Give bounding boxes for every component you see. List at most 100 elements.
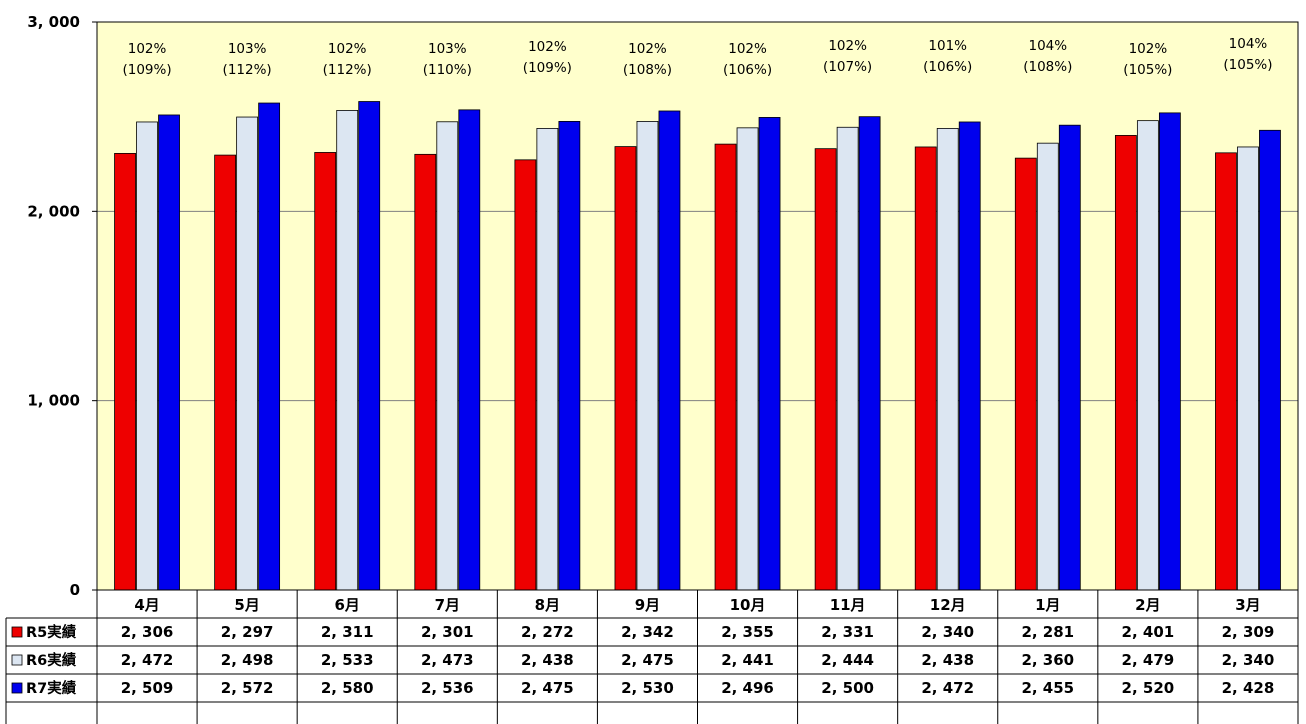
y-tick-label: 1, 000: [27, 392, 80, 410]
data-label: 2, 496: [721, 679, 774, 697]
annotation-ratio: 103%: [228, 41, 267, 57]
bar: [1136, 120, 1159, 591]
data-label: 2, 340: [1222, 651, 1275, 669]
data-label: 2, 536: [421, 679, 474, 697]
x-tick-label: 12月: [930, 596, 966, 614]
legend-label: R7実績: [26, 679, 77, 697]
annotation-ratio-prev: (108%): [623, 62, 672, 78]
data-label: 2, 520: [1122, 679, 1175, 697]
x-tick-label: 3月: [1235, 596, 1260, 614]
data-label: 2, 401: [1122, 623, 1175, 641]
annotation-ratio-prev: (105%): [1123, 62, 1172, 78]
y-tick-label: 3, 000: [27, 13, 80, 31]
bar: [858, 116, 881, 591]
data-label: 2, 355: [721, 623, 774, 641]
y-tick-label: 2, 000: [27, 202, 80, 220]
bar: [214, 154, 237, 591]
data-label: 2, 472: [921, 679, 974, 697]
legend-key: [11, 626, 23, 638]
annotation-ratio-prev: (112%): [323, 62, 372, 78]
annotation-ratio: 102%: [1129, 41, 1168, 57]
x-tick-label: 11月: [830, 596, 866, 614]
annotation-ratio-prev: (110%): [423, 62, 472, 78]
data-label: 2, 479: [1122, 651, 1175, 669]
x-tick-label: 6月: [334, 596, 359, 614]
data-label: 2, 530: [621, 679, 674, 697]
bar: [114, 152, 136, 591]
bar: [1036, 142, 1059, 591]
annotation-ratio: 103%: [428, 41, 467, 57]
annotation-ratio: 102%: [128, 41, 167, 57]
annotation-ratio-prev: (112%): [223, 62, 272, 78]
annotation-ratio: 102%: [828, 38, 867, 54]
bar: [514, 159, 537, 591]
bar: [614, 146, 637, 591]
annotation-ratio-prev: (106%): [923, 59, 972, 75]
data-label: 2, 441: [721, 651, 774, 669]
x-tick-label: 5月: [234, 596, 259, 614]
data-label: 2, 580: [321, 679, 374, 697]
data-label: 2, 533: [321, 651, 374, 669]
data-label: 2, 297: [221, 623, 274, 641]
bar: [914, 146, 937, 591]
annotation-ratio: 104%: [1229, 36, 1268, 52]
data-label: 2, 473: [421, 651, 474, 669]
annotation-ratio: 104%: [1028, 38, 1067, 54]
bar: [936, 128, 959, 591]
bar: [1014, 157, 1037, 591]
data-label: 2, 281: [1021, 623, 1074, 641]
x-tick-label: 7月: [435, 596, 460, 614]
data-label: 2, 444: [821, 651, 874, 669]
bar: [536, 128, 559, 591]
data-label: 2, 309: [1222, 623, 1275, 641]
data-label: 2, 498: [221, 651, 274, 669]
x-tick-label: 10月: [730, 596, 766, 614]
data-label: 2, 311: [321, 623, 374, 641]
bar: [436, 121, 459, 591]
legend-label: R6実績: [26, 651, 77, 669]
bar: [1215, 152, 1237, 591]
bar: [1058, 124, 1081, 591]
data-label: 2, 509: [121, 679, 174, 697]
data-label: 2, 438: [921, 651, 974, 669]
x-tick-label: 4月: [134, 596, 159, 614]
x-tick-label: 8月: [535, 596, 560, 614]
annotation-ratio: 102%: [728, 41, 767, 57]
data-label: 2, 301: [421, 623, 474, 641]
bar: [314, 152, 337, 591]
bar: [736, 127, 759, 591]
bar: [258, 102, 281, 591]
x-tick-label: 1月: [1035, 596, 1060, 614]
annotation-ratio-prev: (106%): [723, 62, 772, 78]
annotation-ratio: 101%: [928, 38, 967, 54]
data-label: 2, 472: [121, 651, 174, 669]
annotation-ratio-prev: (107%): [823, 59, 872, 75]
bar: [958, 121, 981, 591]
bar: [1237, 146, 1259, 591]
bar: [158, 114, 180, 591]
annotation-ratio: 102%: [328, 41, 367, 57]
annotation-ratio: 102%: [628, 41, 667, 57]
data-label: 2, 455: [1021, 679, 1074, 697]
bar: [714, 143, 737, 591]
annotation-ratio-prev: (108%): [1023, 59, 1072, 75]
bar: [136, 121, 158, 591]
bar: [758, 117, 781, 591]
data-label: 2, 342: [621, 623, 674, 641]
data-label: 2, 438: [521, 651, 574, 669]
bar: [336, 110, 359, 591]
data-label: 2, 500: [821, 679, 874, 697]
x-tick-label: 9月: [635, 596, 660, 614]
data-label: 2, 272: [521, 623, 574, 641]
bar: [414, 153, 437, 591]
y-tick-label: 0: [70, 581, 80, 599]
annotation-ratio-prev: (109%): [523, 60, 572, 76]
bar: [814, 148, 837, 591]
data-label: 2, 331: [821, 623, 874, 641]
legend-key: [11, 654, 23, 666]
x-tick-label: 2月: [1135, 596, 1160, 614]
plot-area: [97, 22, 1298, 590]
legend-key: [11, 682, 23, 694]
